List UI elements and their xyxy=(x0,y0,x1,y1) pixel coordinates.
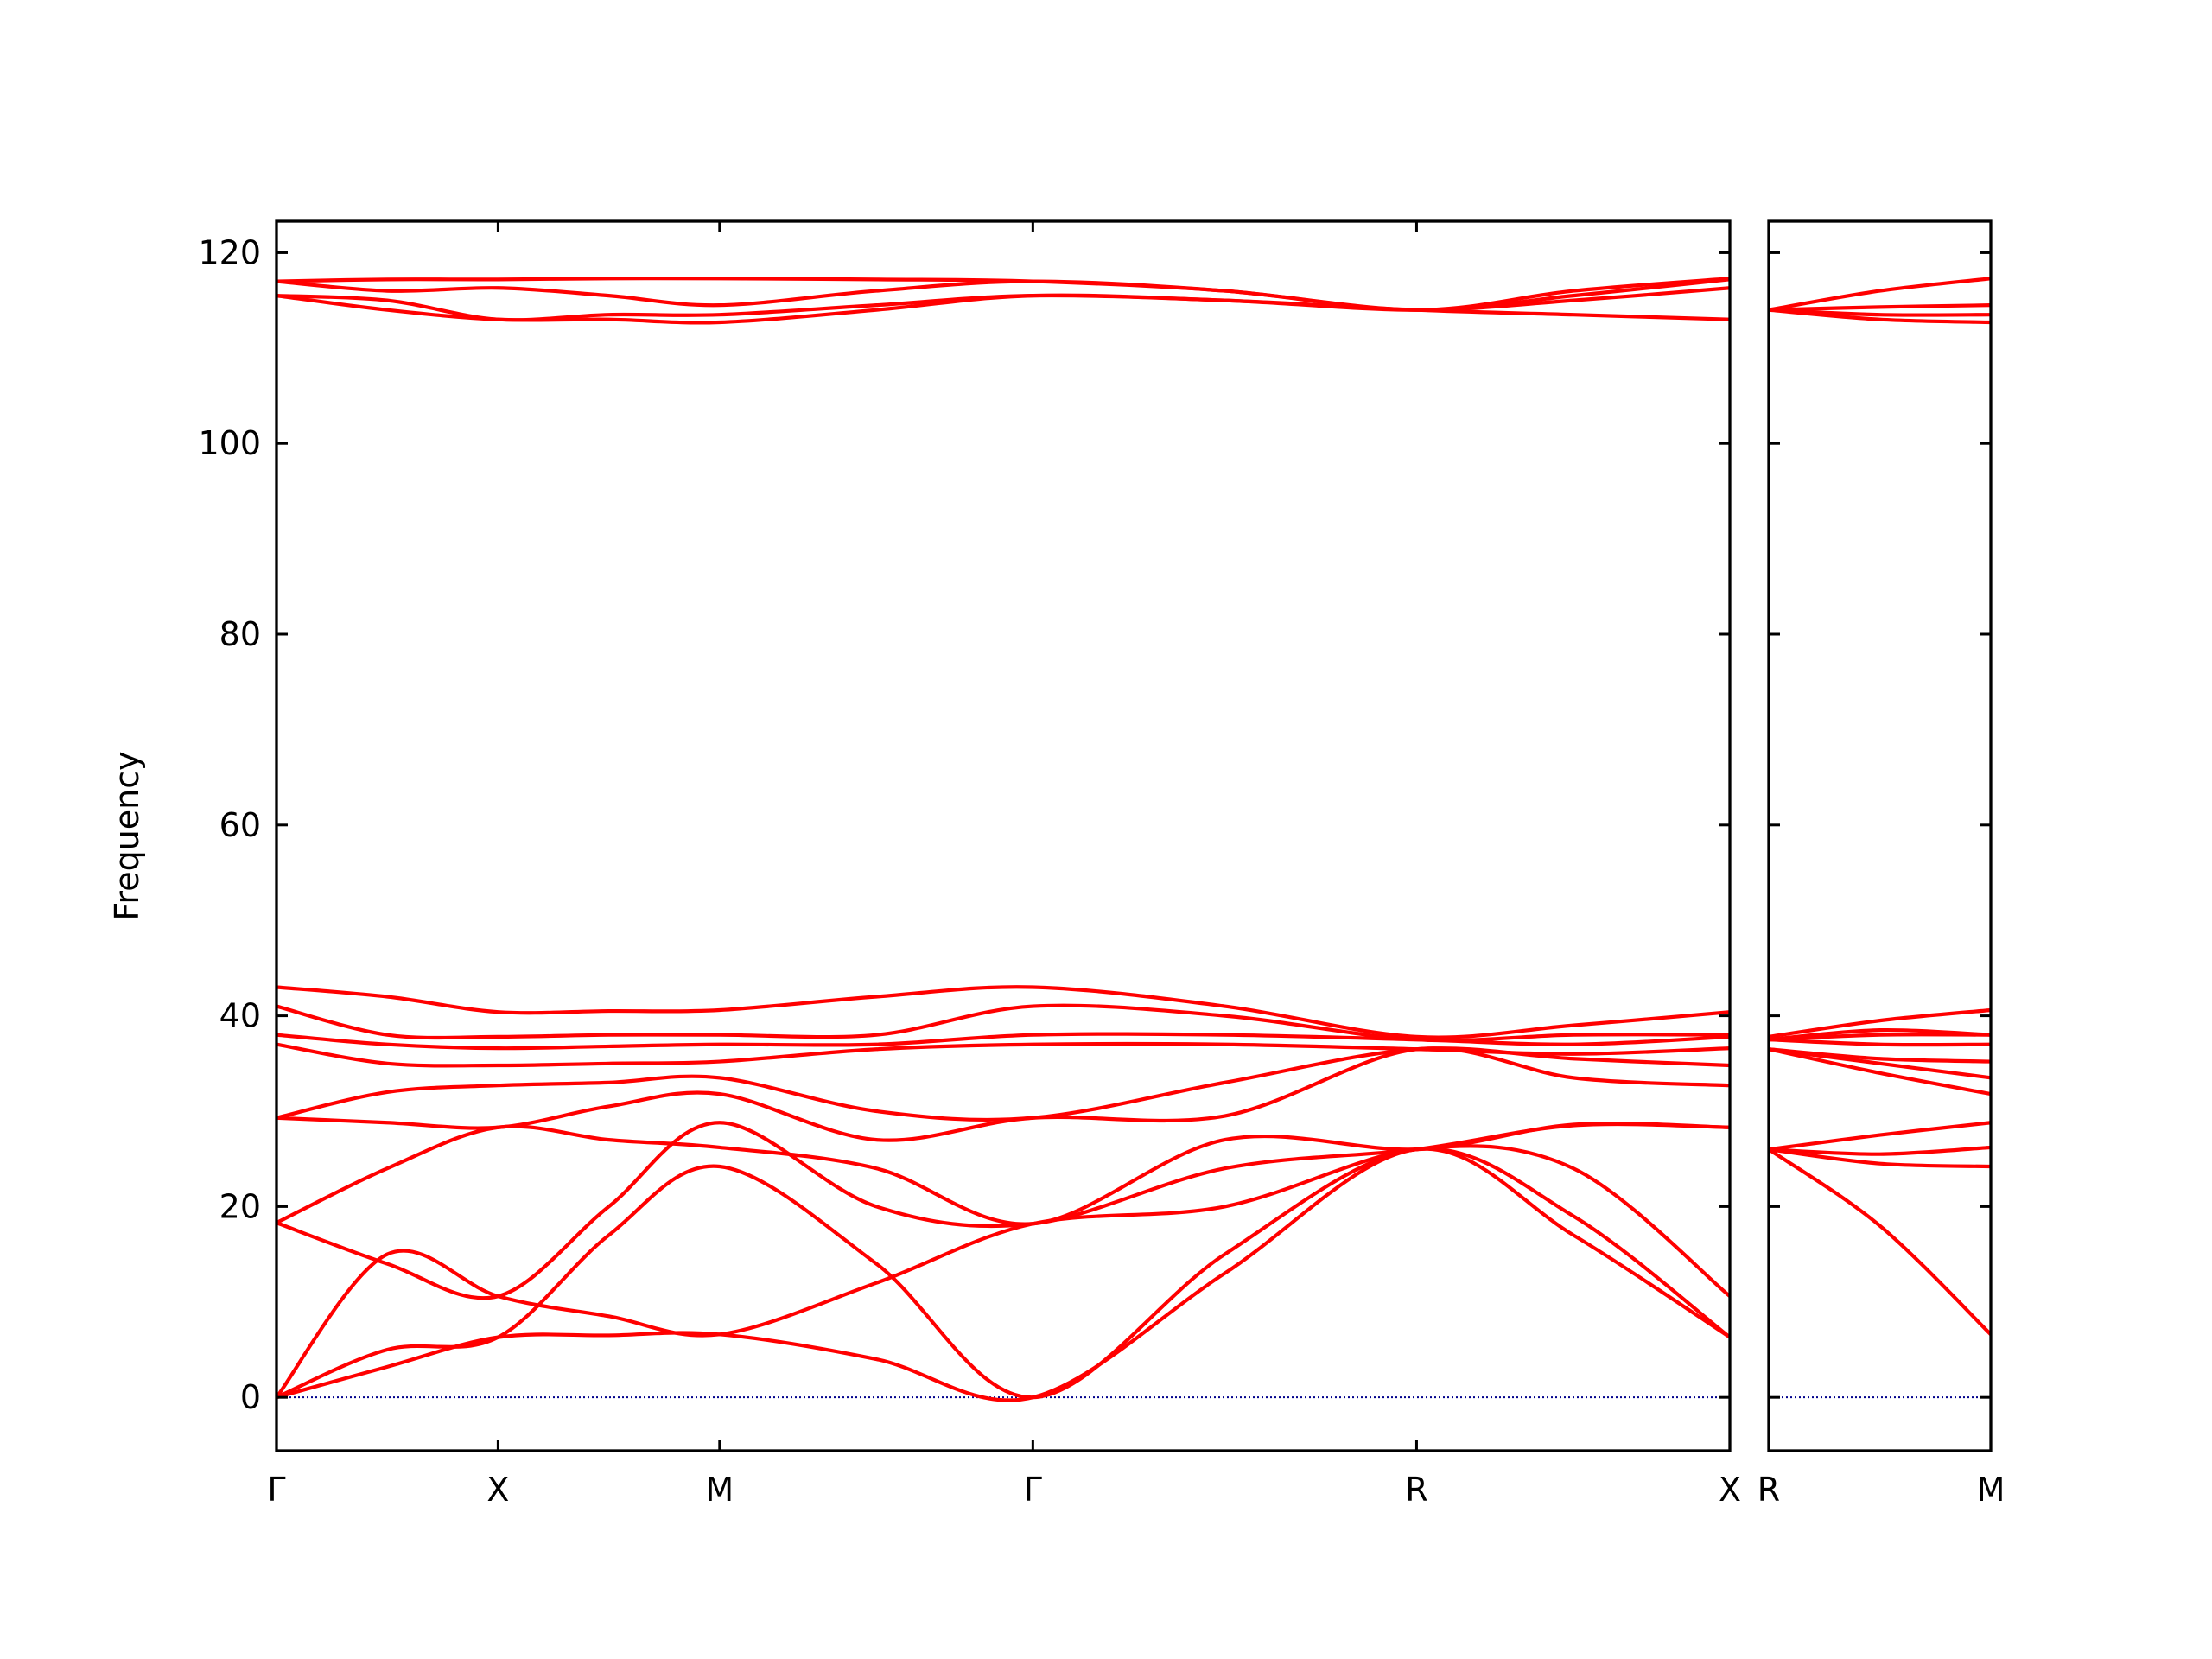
x-tick-label: M xyxy=(1977,1471,2005,1509)
x-tick-label: X xyxy=(1719,1471,1741,1509)
band-line xyxy=(1768,276,1992,312)
band-line xyxy=(1768,1145,1992,1156)
y-tick-label: 60 xyxy=(219,806,261,844)
x-tick-label: R xyxy=(1405,1471,1427,1509)
band-line xyxy=(1767,1147,1993,1336)
band-line xyxy=(1768,1047,1992,1096)
band-line xyxy=(276,1032,1731,1051)
band-line xyxy=(1768,1147,1992,1169)
plot-frame xyxy=(1767,219,1993,1452)
band-line xyxy=(1768,1121,1992,1152)
band-line xyxy=(276,1121,1731,1226)
band-line xyxy=(276,277,1731,312)
y-tick-label: 120 xyxy=(198,233,261,271)
plot-frame xyxy=(275,219,1732,1452)
band-line xyxy=(1768,1027,1992,1042)
panel: 0 20 40 60 80 100 120 Γ X M Γ R X Frequency xyxy=(108,219,1741,1509)
y-tick-label: 0 xyxy=(240,1378,261,1416)
band-line xyxy=(276,1046,1731,1122)
band-line xyxy=(1768,308,1992,317)
y-tick-label: 80 xyxy=(219,615,261,653)
band-line xyxy=(275,1144,1732,1399)
band-line xyxy=(276,985,1731,1039)
x-tick-label: Γ xyxy=(267,1471,285,1509)
band-line xyxy=(276,1147,1732,1402)
band-line xyxy=(1768,1038,1992,1047)
band-line xyxy=(1768,1007,1992,1039)
band-line xyxy=(1768,1047,1992,1064)
x-tick-label: X xyxy=(486,1471,509,1509)
x-tick-label: M xyxy=(705,1471,734,1509)
y-axis-label: Frequency xyxy=(108,751,146,920)
x-tick-label: Γ xyxy=(1024,1471,1042,1509)
band-line xyxy=(276,1041,1731,1068)
band-line xyxy=(276,1147,1732,1400)
band-line xyxy=(276,1046,1731,1142)
y-tick-label: 20 xyxy=(219,1187,261,1225)
band-line xyxy=(276,276,1731,312)
x-tick-label: R xyxy=(1758,1471,1780,1509)
y-tick-label: 40 xyxy=(219,997,261,1035)
band-line xyxy=(276,1003,1731,1043)
y-tick-label: 100 xyxy=(198,424,261,462)
band-line xyxy=(1768,303,1992,312)
